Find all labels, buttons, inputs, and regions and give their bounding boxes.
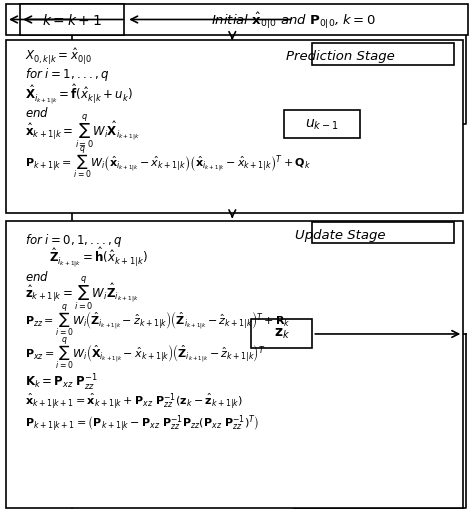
Text: $\mathbf{P}_{zz} = \sum_{i=0}^{q} W_i \left(\hat{\mathbf{Z}}_{i_{k+1|k}} - \hat{: $\mathbf{P}_{zz} = \sum_{i=0}^{q} W_i \l… xyxy=(25,303,291,339)
FancyBboxPatch shape xyxy=(20,4,124,35)
Text: Update Stage: Update Stage xyxy=(295,229,386,242)
Text: Initial $\hat{\mathbf{x}}_{0|0}$ and $\mathbf{P}_{0|0}$, $k=0$: Initial $\hat{\mathbf{x}}_{0|0}$ and $\m… xyxy=(211,10,376,31)
FancyBboxPatch shape xyxy=(6,4,468,35)
Text: $\mathbf{P}_{k+1|k+1} = \left(\mathbf{P}_{k+1|k} - \mathbf{P}_{xz}\ \mathbf{P}_{: $\mathbf{P}_{k+1|k+1} = \left(\mathbf{P}… xyxy=(25,413,259,433)
FancyBboxPatch shape xyxy=(284,110,359,138)
Text: $\mathbf{K}_k = \mathbf{P}_{xz}\ \mathbf{P}_{zz}^{-1}$: $\mathbf{K}_k = \mathbf{P}_{xz}\ \mathbf… xyxy=(25,372,98,393)
Text: $\mathbf{P}_{k+1|k} = \sum_{i=0}^{q} W_i \left(\hat{\mathbf{x}}_{i_{k+1|k}} - \h: $\mathbf{P}_{k+1|k} = \sum_{i=0}^{q} W_i… xyxy=(25,144,311,180)
Text: $k = k+1$: $k = k+1$ xyxy=(42,13,102,28)
Text: $end$: $end$ xyxy=(25,269,49,283)
Text: $for\ i = 0,1,...,q$: $for\ i = 0,1,...,q$ xyxy=(25,232,123,249)
FancyBboxPatch shape xyxy=(312,43,454,65)
Text: $\hat{\mathbf{X}}_{i_{k+1|k}} = \hat{\mathbf{f}}(\hat{x}_{k|k} + u_k)$: $\hat{\mathbf{X}}_{i_{k+1|k}} = \hat{\ma… xyxy=(25,83,133,107)
Text: $\hat{\mathbf{x}}_{k+1|k} = \sum_{i=0}^{q} W_i \hat{\mathbf{X}}_{i_{k+1|k}}$: $\hat{\mathbf{x}}_{k+1|k} = \sum_{i=0}^{… xyxy=(25,112,140,150)
Text: $\hat{\mathbf{Z}}_{i_{k+1|k}} = \hat{\mathbf{h}}(\hat{x}_{k+1|k})$: $\hat{\mathbf{Z}}_{i_{k+1|k}} = \hat{\ma… xyxy=(48,246,147,270)
FancyBboxPatch shape xyxy=(251,319,312,348)
Text: $\mathbf{z}_k$: $\mathbf{z}_k$ xyxy=(273,327,290,341)
Text: $X_{0,k|k} = \hat{x}_{0|0}$: $X_{0,k|k} = \hat{x}_{0|0}$ xyxy=(25,46,92,66)
Text: $u_{k-1}$: $u_{k-1}$ xyxy=(305,118,338,132)
Text: $for\ i = 1,...,q$: $for\ i = 1,...,q$ xyxy=(25,67,109,83)
Text: Prediction Stage: Prediction Stage xyxy=(286,50,395,63)
FancyBboxPatch shape xyxy=(6,40,463,213)
Text: $\hat{\mathbf{z}}_{k+1|k} = \sum_{i=0}^{q} W_i \hat{\mathbf{Z}}_{i_{k+1|k}}$: $\hat{\mathbf{z}}_{k+1|k} = \sum_{i=0}^{… xyxy=(25,275,138,313)
FancyBboxPatch shape xyxy=(6,221,463,508)
Text: $\mathbf{P}_{xz} = \sum_{i=0}^{q} W_i \left(\hat{\mathbf{X}}_{i_{k+1|k}} - \hat{: $\mathbf{P}_{xz} = \sum_{i=0}^{q} W_i \l… xyxy=(25,335,265,371)
FancyBboxPatch shape xyxy=(312,222,454,243)
Text: $end$: $end$ xyxy=(25,106,49,120)
Text: $\hat{\mathbf{x}}_{k+1|k+1} = \hat{\mathbf{x}}_{k+1|k} + \mathbf{P}_{xz}\ \mathb: $\hat{\mathbf{x}}_{k+1|k+1} = \hat{\math… xyxy=(25,391,243,411)
